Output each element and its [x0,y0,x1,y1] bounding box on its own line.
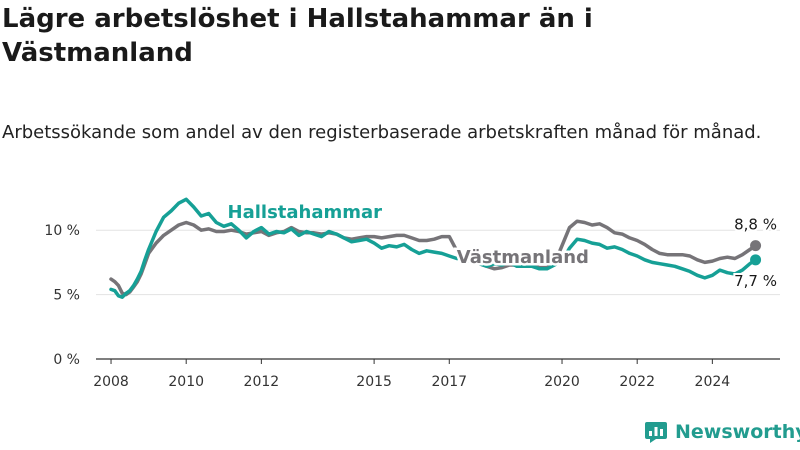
x-tick-label: 2010 [168,374,204,390]
x-tick-label: 2015 [356,374,392,390]
brand-name: Newsworthy [675,421,800,443]
gridlines [96,229,780,296]
end-value-hallstahammar: 7,7 % [734,272,777,290]
y-tick-label: 0 % [53,352,80,368]
y-tick-label: 5 % [53,288,80,304]
series-line-hallstahammar [109,197,758,299]
x-tick-label: 2020 [544,374,580,390]
x-tick-label: 2017 [431,374,467,390]
series-labels: Hallstahammar Västmanland 8,8 % 7,7 % [225,200,779,292]
axes: 0 % 5 % 10 % 2008 2010 2012 2015 2017 2020 2022 20… [44,223,780,390]
x-tick-label: 2012 [244,374,280,390]
end-marker-vastmanland [750,240,762,252]
series-label-hallstahammar: Hallstahammar [228,202,383,223]
end-value-vastmanland: 8,8 % [734,216,777,234]
series-line-vastmanland [109,219,758,297]
x-tick-label: 2008 [93,374,129,390]
series-lines [109,197,762,299]
chart-title: Lägre arbetslöshet i Hallstahammar än i … [2,4,593,68]
series-label-vastmanland: Västmanland [457,247,589,268]
end-marker-hallstahammar [750,254,762,266]
chart-subtitle: Arbetssökande som andel av den registerb… [2,122,762,143]
y-tick-label: 10 % [44,223,80,239]
x-tick-label: 2022 [619,374,655,390]
x-tick-label: 2024 [695,374,731,390]
brand[interactable]: Newsworthy [644,419,800,445]
newsworthy-logo-icon [645,422,667,443]
